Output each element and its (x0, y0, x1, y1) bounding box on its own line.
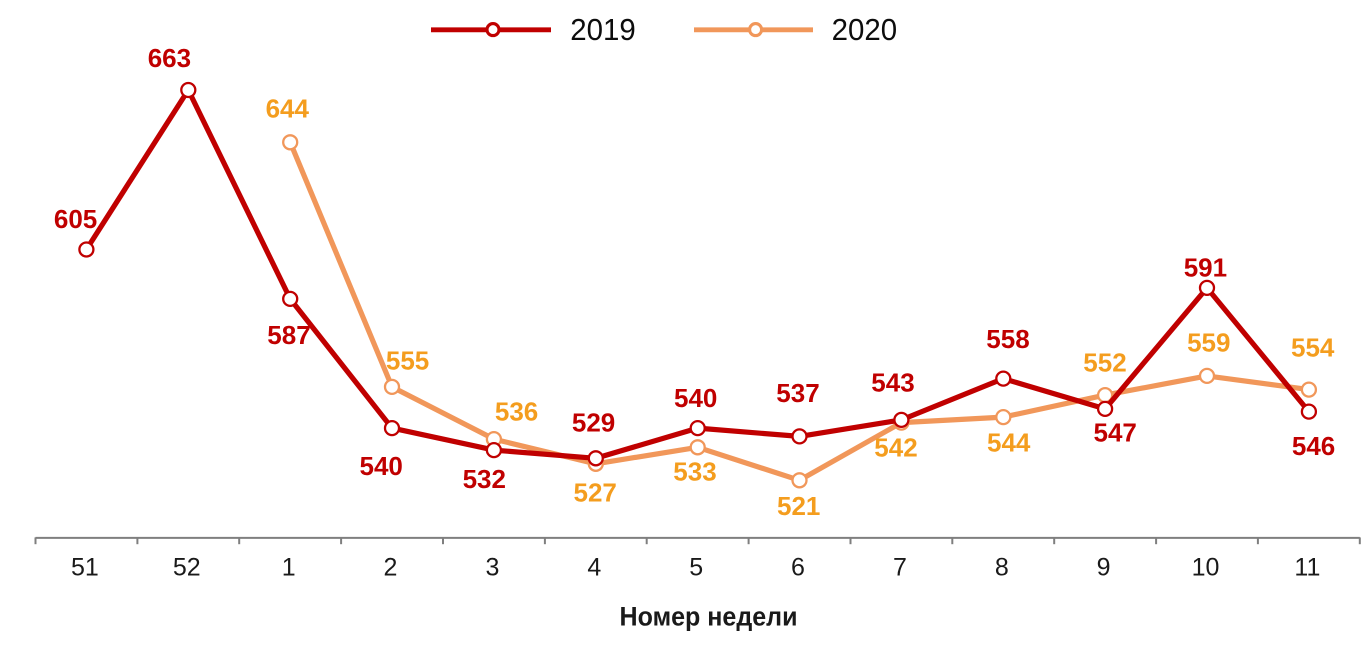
svg-text:533: 533 (673, 456, 716, 486)
svg-text:542: 542 (874, 433, 917, 463)
svg-text:537: 537 (776, 378, 819, 408)
svg-text:52: 52 (173, 554, 201, 582)
svg-text:536: 536 (495, 397, 538, 427)
svg-text:2020: 2020 (832, 13, 898, 47)
svg-text:605: 605 (54, 204, 97, 234)
svg-text:540: 540 (674, 383, 717, 413)
svg-text:2019: 2019 (570, 13, 636, 47)
svg-text:587: 587 (267, 320, 310, 350)
svg-text:527: 527 (574, 477, 617, 507)
svg-text:6: 6 (791, 554, 805, 582)
svg-text:521: 521 (777, 491, 820, 521)
svg-text:543: 543 (871, 367, 914, 397)
svg-text:544: 544 (987, 428, 1031, 458)
svg-text:547: 547 (1094, 418, 1137, 448)
svg-text:2: 2 (384, 554, 398, 582)
svg-text:8: 8 (995, 554, 1009, 582)
svg-text:9: 9 (1097, 554, 1111, 582)
svg-text:529: 529 (572, 407, 615, 437)
svg-text:5: 5 (689, 554, 703, 582)
svg-text:3: 3 (485, 554, 499, 582)
svg-text:554: 554 (1291, 332, 1335, 362)
svg-text:51: 51 (71, 554, 99, 582)
svg-text:552: 552 (1083, 348, 1126, 378)
svg-text:555: 555 (386, 346, 429, 376)
svg-text:546: 546 (1292, 431, 1335, 461)
svg-text:532: 532 (463, 464, 506, 494)
svg-text:558: 558 (986, 324, 1029, 354)
svg-text:10: 10 (1192, 554, 1220, 582)
svg-text:Номер недели: Номер недели (620, 602, 798, 632)
svg-text:591: 591 (1184, 252, 1227, 282)
svg-text:4: 4 (587, 554, 601, 582)
svg-text:11: 11 (1294, 554, 1320, 582)
svg-text:540: 540 (360, 451, 403, 481)
svg-text:644: 644 (266, 94, 310, 124)
svg-text:7: 7 (893, 554, 907, 582)
svg-text:559: 559 (1187, 327, 1230, 357)
svg-text:663: 663 (148, 43, 191, 73)
svg-text:1: 1 (282, 554, 296, 582)
